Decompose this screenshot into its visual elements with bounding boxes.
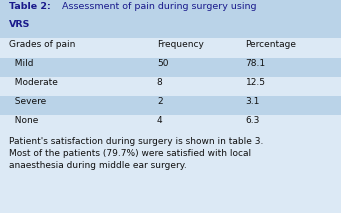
Text: 78.1: 78.1 — [246, 59, 266, 69]
Text: None: None — [9, 117, 38, 125]
Text: VRS: VRS — [9, 20, 30, 29]
Bar — [0, 134, 341, 213]
Bar — [0, 58, 341, 77]
Text: 2: 2 — [157, 98, 162, 106]
Text: Moderate: Moderate — [9, 79, 57, 88]
Bar — [0, 0, 341, 38]
Text: Patient's satisfaction during surgery is shown in table 3.
Most of the patients : Patient's satisfaction during surgery is… — [9, 137, 263, 170]
Text: Assessment of pain during surgery using: Assessment of pain during surgery using — [59, 2, 256, 11]
Bar — [0, 77, 341, 96]
Text: 4: 4 — [157, 117, 162, 125]
Text: Severe: Severe — [9, 98, 46, 106]
Text: Table 2:: Table 2: — [9, 2, 50, 11]
Text: Mild: Mild — [9, 59, 33, 69]
Text: Grades of pain: Grades of pain — [9, 40, 75, 49]
Text: Percentage: Percentage — [246, 40, 297, 49]
Text: 6.3: 6.3 — [246, 117, 260, 125]
Text: 8: 8 — [157, 79, 163, 88]
Text: 50: 50 — [157, 59, 168, 69]
Bar — [0, 96, 341, 115]
Text: Frequency: Frequency — [157, 40, 204, 49]
Text: 3.1: 3.1 — [246, 98, 260, 106]
Bar — [0, 115, 341, 134]
Text: 12.5: 12.5 — [246, 79, 266, 88]
Bar — [0, 38, 341, 58]
